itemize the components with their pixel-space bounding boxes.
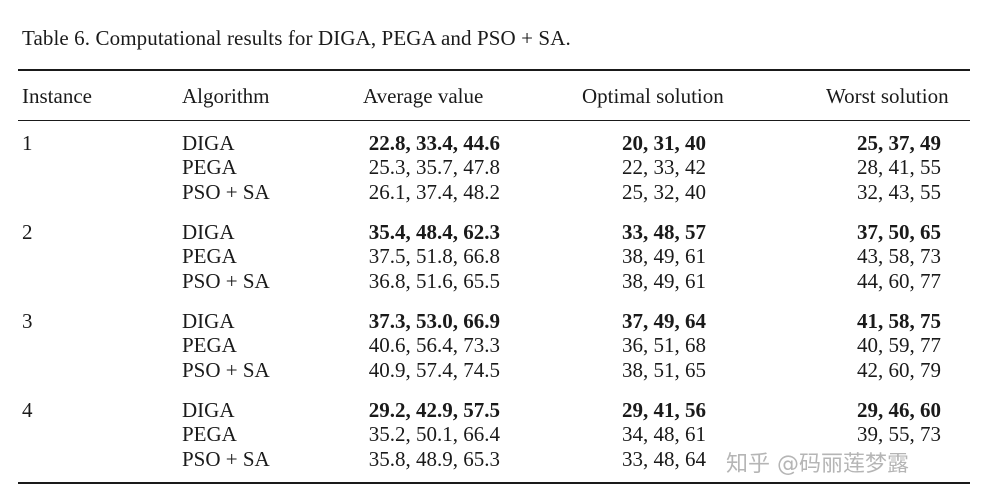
header-algorithm: Algorithm bbox=[182, 84, 270, 108]
algorithm-cell: PEGA bbox=[182, 155, 237, 179]
average-cell: 35.4, 48.4, 62.3 bbox=[368, 220, 500, 244]
top-rule bbox=[18, 69, 970, 71]
optimal-cell: 33, 48, 57 bbox=[622, 220, 706, 244]
average-cell: 40.6, 56.4, 73.3 bbox=[368, 333, 500, 357]
algorithm-cell: DIGA bbox=[182, 398, 235, 422]
average-cell: 35.8, 48.9, 65.3 bbox=[368, 447, 500, 471]
average-cell: 40.9, 57.4, 74.5 bbox=[368, 358, 500, 382]
bottom-rule bbox=[18, 482, 970, 484]
algorithm-cell: PSO + SA bbox=[182, 447, 270, 471]
optimal-cell: 38, 51, 65 bbox=[622, 358, 706, 382]
average-cell: 35.2, 50.1, 66.4 bbox=[368, 422, 500, 446]
algorithm-cell: DIGA bbox=[182, 309, 235, 333]
instance-label: 2 bbox=[22, 220, 33, 244]
worst-cell: 44, 60, 77 bbox=[857, 269, 941, 293]
average-cell: 37.5, 51.8, 66.8 bbox=[368, 244, 500, 268]
optimal-cell: 38, 49, 61 bbox=[622, 269, 706, 293]
average-cell: 37.3, 53.0, 66.9 bbox=[368, 309, 500, 333]
worst-cell: 25, 37, 49 bbox=[857, 131, 941, 155]
algorithm-cell: PSO + SA bbox=[182, 180, 270, 204]
optimal-cell: 20, 31, 40 bbox=[622, 131, 706, 155]
algorithm-cell: PEGA bbox=[182, 244, 237, 268]
optimal-cell: 33, 48, 64 bbox=[622, 447, 706, 471]
algorithm-cell: PEGA bbox=[182, 422, 237, 446]
header-average-value: Average value bbox=[363, 84, 484, 108]
optimal-cell: 22, 33, 42 bbox=[622, 155, 706, 179]
header-instance: Instance bbox=[22, 84, 92, 108]
average-cell: 22.8, 33.4, 44.6 bbox=[368, 131, 500, 155]
header-rule bbox=[18, 120, 970, 121]
algorithm-cell: PSO + SA bbox=[182, 358, 270, 382]
worst-cell: 37, 50, 65 bbox=[857, 220, 941, 244]
average-cell: 26.1, 37.4, 48.2 bbox=[368, 180, 500, 204]
optimal-cell: 37, 49, 64 bbox=[622, 309, 706, 333]
header-worst-solution: Worst solution bbox=[826, 84, 949, 108]
instance-label: 4 bbox=[22, 398, 33, 422]
worst-cell: 39, 55, 73 bbox=[857, 422, 941, 446]
average-cell: 29.2, 42.9, 57.5 bbox=[368, 398, 500, 422]
optimal-cell: 34, 48, 61 bbox=[622, 422, 706, 446]
optimal-cell: 36, 51, 68 bbox=[622, 333, 706, 357]
optimal-cell: 38, 49, 61 bbox=[622, 244, 706, 268]
algorithm-cell: DIGA bbox=[182, 131, 235, 155]
worst-cell: 41, 58, 75 bbox=[857, 309, 941, 333]
worst-cell: 40, 59, 77 bbox=[857, 333, 941, 357]
algorithm-cell: PSO + SA bbox=[182, 269, 270, 293]
worst-cell: 32, 43, 55 bbox=[857, 180, 941, 204]
optimal-cell: 25, 32, 40 bbox=[622, 180, 706, 204]
watermark: 知乎 @码丽莲梦露 bbox=[726, 452, 909, 477]
optimal-cell: 29, 41, 56 bbox=[622, 398, 706, 422]
worst-cell: 43, 58, 73 bbox=[857, 244, 941, 268]
worst-cell: 42, 60, 79 bbox=[857, 358, 941, 382]
average-cell: 25.3, 35.7, 47.8 bbox=[368, 155, 500, 179]
instance-label: 3 bbox=[22, 309, 33, 333]
average-cell: 36.8, 51.6, 65.5 bbox=[368, 269, 500, 293]
worst-cell: 29, 46, 60 bbox=[857, 398, 941, 422]
algorithm-cell: PEGA bbox=[182, 333, 237, 357]
instance-label: 1 bbox=[22, 131, 33, 155]
header-optimal-solution: Optimal solution bbox=[582, 84, 724, 108]
worst-cell: 28, 41, 55 bbox=[857, 155, 941, 179]
table-caption: Table 6. Computational results for DIGA,… bbox=[22, 26, 571, 50]
algorithm-cell: DIGA bbox=[182, 220, 235, 244]
